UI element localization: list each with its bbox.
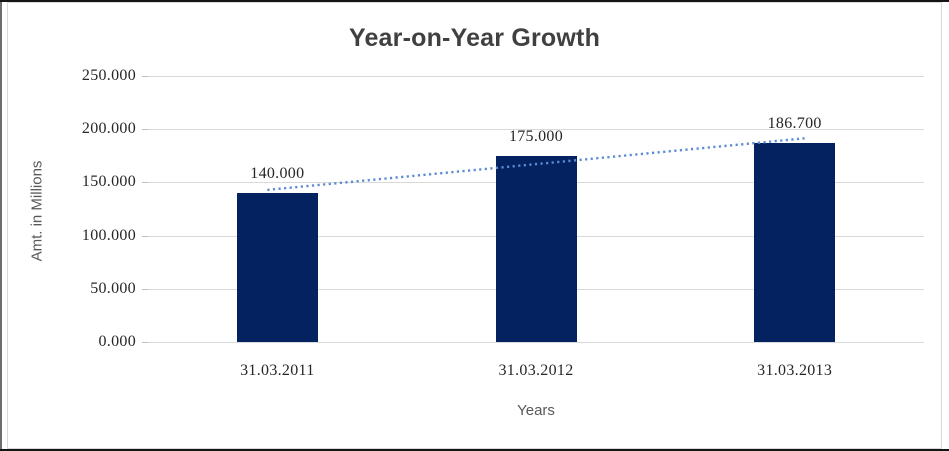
y-axis-title: Amt. in Millions: [28, 160, 46, 262]
bar-value-label: 175.000: [508, 127, 564, 145]
top-border-rule: [0, 0, 949, 2]
gridline: [148, 129, 924, 131]
x-tick-label: 31.03.2011: [240, 362, 315, 379]
y-tick-label: 0.000: [98, 333, 136, 350]
y-tick-mark: [142, 342, 148, 343]
y-tick-mark: [142, 288, 148, 290]
y-tick-mark: [142, 76, 148, 77]
x-tick-label: 31.03.2012: [498, 362, 574, 379]
x-tick-label: 31.03.2013: [757, 362, 833, 379]
bar: [495, 155, 577, 342]
y-tick-label: 100.000: [81, 226, 136, 244]
bar-value-label: 140.000: [250, 165, 305, 183]
bar: [236, 193, 318, 342]
x-axis-title: Years: [517, 402, 555, 419]
y-tick-label: 250.000: [81, 67, 136, 84]
y-tick-label: 150.000: [81, 173, 136, 191]
bottom-border-rule: [0, 449, 949, 451]
y-tick-mark: [142, 129, 148, 131]
y-tick-mark: [142, 235, 148, 237]
gridline: [148, 342, 924, 343]
y-tick-label: 50.000: [90, 279, 136, 297]
y-tick-mark: [142, 182, 148, 184]
bar-value-label: 186.700: [767, 115, 822, 133]
left-border-rule: [0, 0, 2, 451]
bar: [754, 143, 836, 342]
y-tick-label: 200.000: [81, 120, 136, 138]
gridline: [148, 76, 924, 77]
chart-title: Year-on-Year Growth: [348, 24, 601, 52]
